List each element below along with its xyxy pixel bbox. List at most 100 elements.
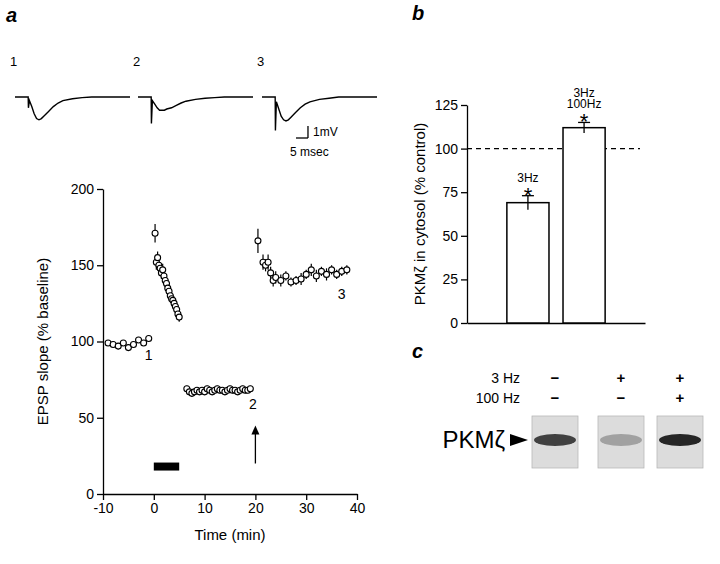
annotation: 1 (145, 347, 153, 363)
bar (507, 203, 549, 323)
x-axis-tick: -10 (93, 494, 113, 516)
y-axis-tick-mark (461, 323, 467, 324)
y-axis-tick: 100 (435, 141, 467, 157)
trace-label: 2 (133, 54, 140, 69)
plot-area (105, 224, 350, 470)
y-axis-title: EPSP slope (% baseline) (34, 258, 51, 425)
arrow (255, 431, 256, 463)
y-axis-tick: 150 (71, 257, 103, 273)
y-axis-tick-label: 100 (435, 141, 459, 157)
scale-bar-label: 1mV (313, 125, 338, 139)
y-axis-tick: 25 (442, 271, 467, 287)
x-axis-tick: 20 (248, 494, 264, 516)
y-axis-tick-label: 200 (71, 181, 95, 197)
trace-plot (15, 97, 130, 120)
condition-sign: + (617, 369, 626, 386)
data-point (344, 267, 350, 273)
scale-bar-x (296, 137, 308, 138)
y-axis-line (467, 106, 468, 324)
blot-band (534, 434, 576, 446)
x-axis-tick: 10 (197, 494, 213, 516)
condition-sign: − (551, 389, 560, 406)
data-point (324, 271, 330, 277)
x-axis-tick: 30 (299, 494, 315, 516)
y-axis-tick-label: 0 (86, 486, 94, 502)
data-point (146, 335, 152, 341)
y-axis-tick: 125 (435, 97, 467, 113)
annotation: 3 (338, 286, 346, 302)
x-axis-tick-label: 20 (248, 500, 264, 516)
x-axis-line (104, 494, 358, 495)
condition-sign: − (617, 389, 626, 406)
band-arrow (510, 434, 528, 446)
y-axis-tick-label: 50 (442, 228, 458, 244)
blot-lane (657, 416, 703, 468)
data-point (278, 278, 284, 284)
trace-plot (138, 97, 253, 123)
y-axis-tick-mark (461, 192, 467, 193)
data-point (283, 273, 289, 279)
y-axis: 0 50 100 150 200 (71, 181, 104, 502)
y-axis-line (103, 190, 104, 495)
data-point (255, 238, 261, 244)
y-axis-tick-mark (97, 341, 103, 342)
data-point (152, 230, 158, 236)
blot-band (659, 434, 701, 446)
condition-sign: + (676, 369, 685, 386)
y-axis-tick-mark (461, 105, 467, 106)
data-point (247, 386, 253, 392)
y-axis-tick: 0 (86, 486, 103, 502)
y-axis-tick-label: 125 (435, 97, 459, 113)
data-point (141, 340, 147, 346)
data-point (308, 267, 314, 273)
y-axis-tick-mark (461, 279, 467, 280)
y-axis-tick-label: 75 (442, 184, 458, 200)
y-axis-tick: 200 (71, 181, 103, 197)
condition-sign: + (676, 389, 685, 406)
y-axis-tick-mark (97, 189, 103, 190)
row-label: 3 Hz (491, 370, 520, 386)
x-axis-tick-label: 0 (150, 500, 158, 516)
data-point (160, 267, 166, 273)
y-axis-tick-mark (97, 418, 103, 419)
y-axis-tick: 50 (442, 228, 467, 244)
arrow-head (251, 425, 259, 434)
x-axis-tick-label: 40 (350, 500, 366, 516)
x-axis-tick-label: 30 (299, 500, 315, 516)
y-axis-tick-mark (97, 265, 103, 266)
data-point (130, 342, 136, 348)
data-point (176, 314, 182, 320)
y-axis-tick-label: 100 (71, 333, 95, 349)
y-axis-tick-label: 0 (450, 315, 458, 331)
y-axis-tick-mark (97, 494, 103, 495)
data-point (329, 267, 335, 273)
panel-label: c (412, 340, 423, 362)
y-axis-tick: 50 (78, 410, 103, 426)
blot-band (600, 434, 642, 446)
significance-label: * (580, 109, 589, 134)
trace-label: 1 (10, 54, 17, 69)
x-axis-tick-label: -10 (93, 500, 113, 516)
data-point (303, 271, 309, 277)
x-axis: -10 0 10 20 30 40 (93, 494, 365, 516)
y-axis-title: PKMζ in cytosol (% control) (411, 123, 428, 306)
x-axis (468, 323, 646, 324)
trace-line (138, 97, 253, 123)
condition-sign: − (551, 369, 560, 386)
panel-label: a (6, 4, 17, 26)
category-label: 3Hz100Hz (567, 86, 602, 111)
significance-label: * (524, 183, 533, 208)
x-axis-title: Time (min) (194, 526, 265, 543)
y-axis: 0 25 50 75 100 125 (435, 97, 468, 331)
trace-line (15, 97, 130, 120)
y-axis-tick: 100 (71, 333, 103, 349)
blot-lane (532, 416, 578, 468)
plot-area (467, 122, 640, 323)
reference-line (467, 148, 640, 149)
data-point (313, 273, 319, 279)
scale-bar-label: 5 msec (290, 145, 329, 159)
figure: a1231mV5 msec-10010203040050100150200Tim… (0, 0, 720, 564)
y-axis-tick-label: 25 (442, 271, 458, 287)
data-point (268, 270, 274, 276)
category-label: 3Hz (517, 171, 538, 185)
